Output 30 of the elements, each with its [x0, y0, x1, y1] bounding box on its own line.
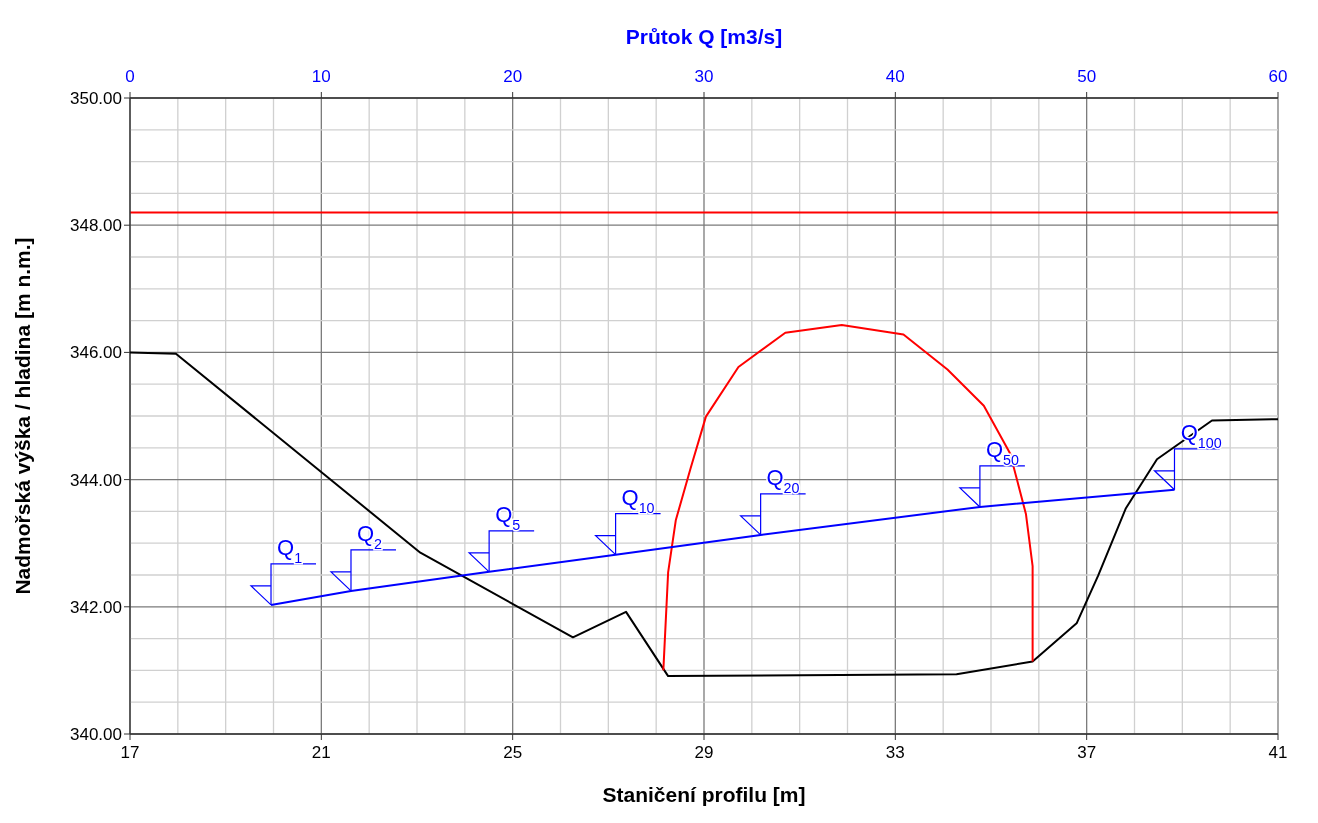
x-tick-label: 37: [1077, 743, 1097, 762]
y-tick-label: 342.00: [70, 597, 122, 617]
annotation: Q$_{5}$: [495, 501, 521, 533]
x2-tick-label: 60: [1268, 67, 1288, 86]
x2-tick-label: 40: [885, 67, 905, 86]
x-tick-label: 17: [120, 743, 140, 762]
annotation: Q$_{20}$: [766, 464, 800, 496]
y-axis-title: Nadmořská výška / hladina [m n.m.]: [11, 237, 34, 595]
y-tick-label: 340.00: [70, 725, 122, 744]
x-tick-label: 25: [503, 743, 523, 762]
y-tick-label: 344.00: [70, 470, 122, 490]
y-tick-label: 346.00: [70, 343, 122, 363]
y-tick-label: 350.00: [70, 89, 122, 108]
y-tick-label: 348.00: [70, 216, 122, 236]
annotation: Q$_{1}$: [277, 534, 303, 566]
x-tick-label: 29: [694, 743, 714, 762]
x2-tick-label: 10: [311, 67, 331, 86]
x2-tick-label: 0: [125, 67, 135, 86]
annotation: Q$_{10}$: [621, 484, 655, 516]
x2-axis-title: Průtok Q [m3/s]: [625, 25, 783, 48]
x-tick-label: 41: [1268, 743, 1288, 762]
x2-tick-label: 30: [694, 67, 714, 86]
x-tick-label: 21: [311, 743, 331, 762]
annotation: Q$_{2}$: [356, 520, 383, 552]
x-axis-title: Staničení profilu [m]: [602, 783, 806, 806]
line-series: [662, 324, 1034, 672]
x2-tick-label: 50: [1077, 67, 1097, 86]
x2-tick-label: 20: [503, 67, 523, 86]
line-series: [129, 351, 1279, 678]
x-tick-label: 33: [885, 743, 905, 762]
